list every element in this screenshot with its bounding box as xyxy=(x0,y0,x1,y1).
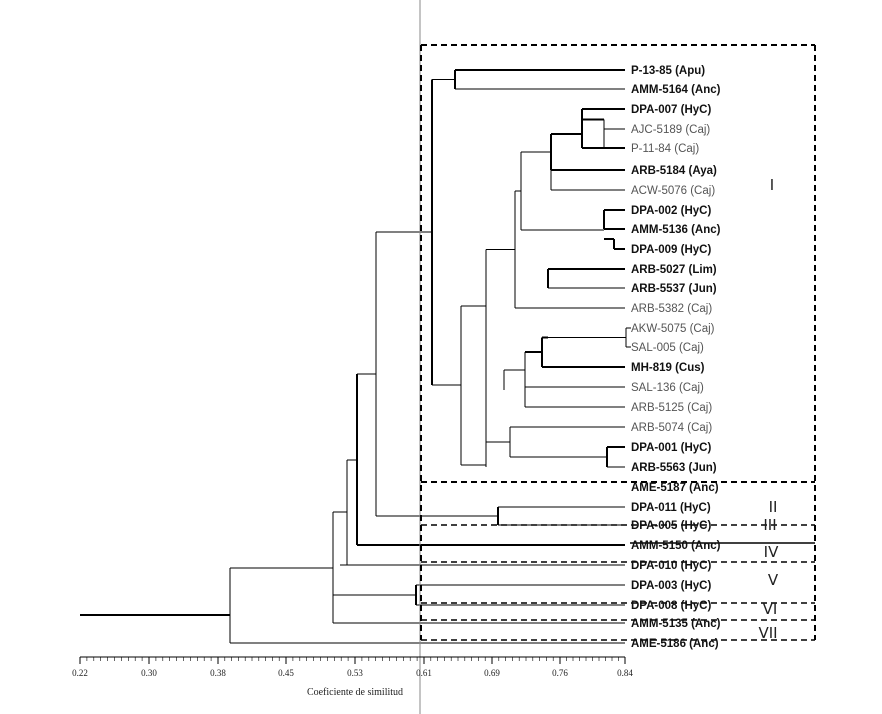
leaf-label: DPA-009 (HyC) xyxy=(631,244,711,256)
leaf-label: AMM-5136 (Anc) xyxy=(631,224,721,236)
axis-tick-label: 0.84 xyxy=(617,668,633,678)
leaf-label: AMM-5164 (Anc) xyxy=(631,84,721,96)
axis-tick-label: 0.69 xyxy=(484,668,500,678)
leaf-label: DPA-007 (HyC) xyxy=(631,104,711,116)
leaf-label: AMM-5150 (Anc) xyxy=(631,540,721,552)
leaf-label: DPA-011 (HyC) xyxy=(631,502,711,514)
axis-tick-label: 0.38 xyxy=(210,668,226,678)
leaf-label: AME-5186 (Anc) xyxy=(631,638,719,650)
axis-tick-label: 0.30 xyxy=(141,668,157,678)
group-label-v: V xyxy=(768,571,779,589)
leaf-labels: P-13-85 (Apu) AMM-5164 (Anc) DPA-007 (HyC)… xyxy=(631,65,721,650)
axis-tick-label: 0.22 xyxy=(72,668,88,678)
leaf-label: ARB-5125 (Caj) xyxy=(631,402,712,414)
leaf-label: AJC-5189 (Caj) xyxy=(631,124,710,136)
leaf-label: DPA-001 (HyC) xyxy=(631,442,711,454)
leaf-label: P-11-84 (Caj) xyxy=(631,143,699,155)
leaf-label: ARB-5184 (Aya) xyxy=(631,165,717,177)
leaf-label: ACW-5076 (Caj) xyxy=(631,185,715,197)
axis-tick-label: 0.53 xyxy=(347,668,363,678)
axis-tick-label: 0.45 xyxy=(278,668,294,678)
group-label-vii: VII xyxy=(758,624,777,642)
group-label-vi: VI xyxy=(763,600,778,618)
leaf-label: ARB-5537 (Jun) xyxy=(631,283,717,295)
dendrogram-tree xyxy=(80,69,631,644)
group-label-ii: II xyxy=(769,498,778,516)
leaf-label: AME-5187 (Anc) xyxy=(631,482,719,494)
leaf-label: MH-819 (Cus) xyxy=(631,362,705,374)
axis-title: Coeficiente de similitud xyxy=(307,687,403,698)
x-axis: 0.22 0.30 0.38 0.45 0.53 0.61 0.69 0.76 0.84 xyxy=(72,656,633,678)
leaf-label: ARB-5074 (Caj) xyxy=(631,422,712,434)
axis-tick-label: 0.76 xyxy=(552,668,568,678)
leaf-label: SAL-136 (Caj) xyxy=(631,382,704,394)
leaf-label: DPA-005 (HyC) xyxy=(631,520,711,532)
group-label-i: I xyxy=(770,176,774,194)
leaf-label: DPA-003 (HyC) xyxy=(631,580,711,592)
leaf-label: ARB-5382 (Caj) xyxy=(631,303,712,315)
leaf-label: DPA-002 (HyC) xyxy=(631,205,711,217)
leaf-label: SAL-005 (Caj) xyxy=(631,342,704,354)
leaf-label: ARB-5027 (Lim) xyxy=(631,264,717,276)
leaf-label: DPA-008 (HyC) xyxy=(631,600,711,612)
group-boxes xyxy=(420,44,816,641)
leaf-label: ARB-5563 (Jun) xyxy=(631,462,717,474)
leaf-label: AKW-5075 (Caj) xyxy=(631,323,715,335)
leaf-label: DPA-010 (HyC) xyxy=(631,560,711,572)
axis-tick-label: 0.61 xyxy=(416,668,432,678)
leaf-label: P-13-85 (Apu) xyxy=(631,65,705,77)
leaf-label: AMM-5135 (Anc) xyxy=(631,618,721,630)
group-label-iv: IV xyxy=(764,543,779,561)
group-label-iii: III xyxy=(763,516,776,534)
